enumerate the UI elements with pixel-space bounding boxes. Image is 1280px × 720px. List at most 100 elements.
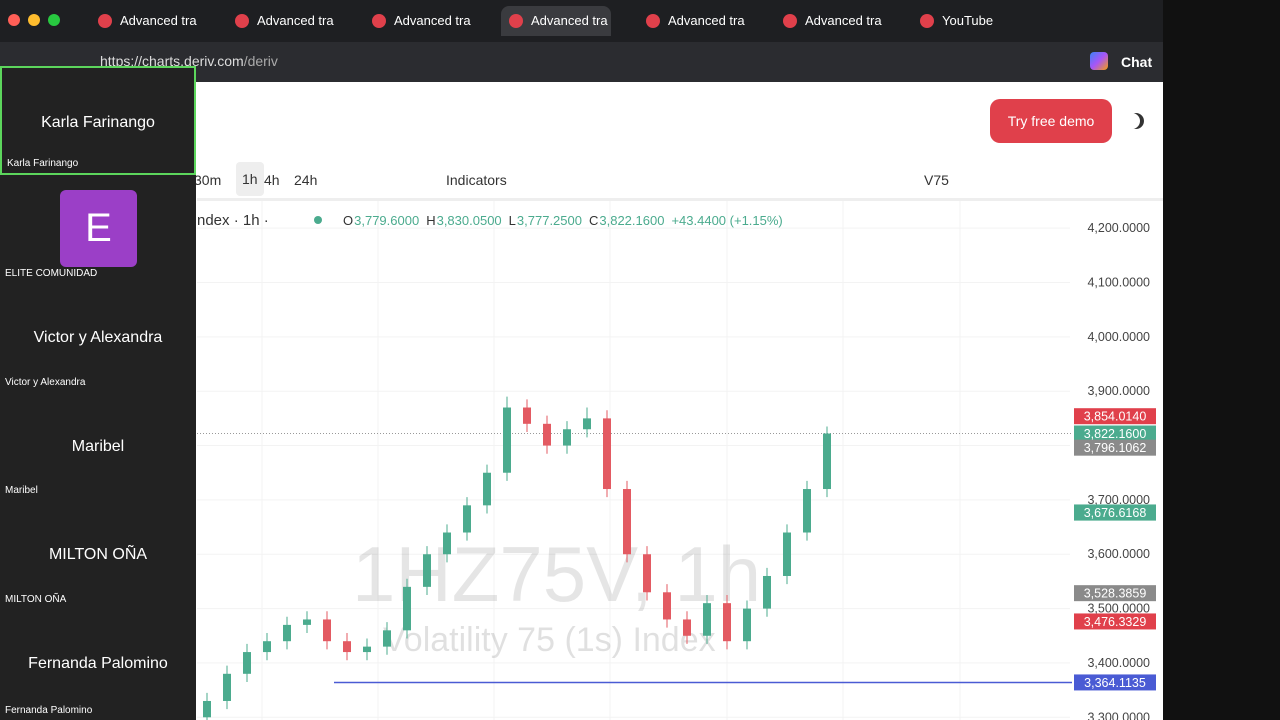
participant-label: Victor y Alexandra	[5, 377, 86, 388]
max-dot[interactable]	[48, 14, 60, 26]
candle-body	[663, 592, 671, 620]
candle-body	[603, 418, 611, 490]
participant-label: Karla Farinango	[7, 158, 79, 169]
tab[interactable]: Advanced tra	[501, 6, 611, 36]
price-tag-label: 3,822.1600	[1084, 427, 1147, 441]
y-tick-label: 3,900.0000	[1087, 384, 1150, 398]
participant-tile[interactable]: MILTON OÑA MILTON OÑA	[0, 500, 196, 609]
price-tag	[1074, 613, 1156, 630]
price-tag-label: 3,528.3859	[1084, 587, 1147, 601]
url-path: /deriv	[243, 53, 278, 69]
ohlc-key: L	[509, 213, 516, 228]
participant-tile[interactable]: Maribel Maribel	[0, 392, 196, 500]
price-tag-label: 3,364.1135	[1084, 676, 1146, 690]
ohlc-key: C	[589, 213, 598, 228]
price-tag	[1074, 425, 1156, 442]
status-dot	[314, 216, 322, 224]
min-dot[interactable]	[28, 14, 40, 26]
url-host: https://charts.deriv.com	[100, 53, 244, 69]
participant-name: MILTON OÑA	[48, 546, 148, 563]
price-tag	[1074, 504, 1156, 521]
candle-body	[683, 619, 691, 636]
participant-label: MILTON OÑA	[5, 594, 67, 605]
close-dot[interactable]	[8, 14, 20, 26]
chat-button[interactable]: Chat	[1121, 54, 1153, 70]
participant-tile[interactable]: E ELITE COMUNIDAD	[0, 175, 196, 283]
y-tick-label: 3,700.0000	[1087, 493, 1150, 507]
candle-body	[743, 608, 751, 642]
price-tag-label: 3,854.0140	[1084, 410, 1147, 424]
candle-body	[703, 603, 711, 636]
chat-icon[interactable]	[1090, 52, 1108, 70]
candle-body	[523, 407, 531, 424]
ohlc-change: +43.4400 (+1.15%)	[671, 213, 782, 228]
candle-body	[363, 646, 371, 653]
y-tick-label: 4,200.0000	[1087, 221, 1150, 235]
candle-body	[343, 641, 351, 653]
candle-body	[223, 673, 231, 701]
y-tick-label: 3,600.0000	[1087, 547, 1150, 561]
candle-body	[203, 700, 211, 718]
tab[interactable]: Advanced tra	[638, 6, 748, 36]
candle-body	[243, 652, 251, 674]
ohlc-key: O	[343, 213, 353, 228]
candle-body	[483, 472, 491, 506]
participant-name: Maribel	[71, 438, 125, 455]
candle-body	[823, 433, 831, 490]
price-tag	[1074, 439, 1156, 456]
interval-button[interactable]: 30m	[194, 172, 222, 188]
tab[interactable]: Advanced tra	[775, 6, 885, 36]
candle-body	[763, 575, 771, 609]
y-tick-label: 4,000.0000	[1087, 330, 1150, 344]
participant-label: ELITE COMUNIDAD	[5, 268, 98, 279]
participant-label: Fernanda Palomino	[5, 705, 93, 716]
tab[interactable]: Advanced tra	[364, 6, 474, 36]
participant-name: Karla Farinango	[41, 114, 155, 131]
candle-body	[643, 554, 651, 593]
candle-body	[403, 586, 411, 631]
participant-name: Fernanda Palomino	[28, 655, 168, 672]
ohlc-value: 3,779.6000	[354, 213, 419, 228]
interval-button[interactable]: 1h	[236, 162, 264, 196]
candle-body	[503, 407, 511, 473]
tab[interactable]: Advanced tra	[227, 6, 337, 36]
candle-body	[423, 554, 431, 587]
candle-body	[303, 619, 311, 625]
price-tag-label: 3,796.1062	[1084, 441, 1147, 455]
url[interactable]: https://charts.deriv.com/deriv	[100, 53, 278, 69]
interval-button[interactable]: 4h	[264, 172, 280, 188]
price-tag-label: 3,676.6168	[1084, 506, 1147, 520]
participant-tile[interactable]: Fernanda Palomino Fernanda Palomino	[0, 609, 196, 720]
candle-body	[803, 489, 811, 533]
y-tick-label: 4,100.0000	[1087, 276, 1150, 290]
candle-body	[283, 624, 291, 642]
legend-title: ndex · 1h ·	[197, 212, 269, 229]
candle-body	[463, 505, 471, 533]
y-tick-label: 3,500.0000	[1087, 602, 1150, 616]
candle-body	[383, 630, 391, 647]
candle-body	[443, 532, 451, 555]
ohlc-value: 3,777.2500	[517, 213, 582, 228]
y-tick-label: 3,300.0000	[1087, 710, 1150, 720]
candle-body	[783, 532, 791, 576]
candle-body	[563, 429, 571, 446]
ohlc-value: 3,822.1600	[599, 213, 664, 228]
toolbar-divider	[197, 198, 1163, 201]
tab[interactable]: YouTube	[912, 6, 1042, 36]
participant-label: Maribel	[5, 485, 38, 496]
price-tag	[1074, 408, 1156, 425]
price-tag	[1074, 674, 1156, 691]
interval-button[interactable]: 24h	[294, 172, 318, 188]
theme-toggle[interactable]	[1128, 113, 1144, 129]
ohlc-value: 3,830.0500	[437, 213, 502, 228]
tab[interactable]: Advanced tra	[90, 6, 200, 36]
candle-body	[263, 641, 271, 653]
demo-button[interactable]: Try free demo	[990, 99, 1112, 143]
participant-tile[interactable]: Karla Farinango Karla Farinango	[0, 66, 196, 175]
symbol-select[interactable]: V75	[924, 172, 949, 188]
candle-body	[623, 489, 631, 555]
indicators-button[interactable]: Indicators	[446, 172, 507, 188]
watermark: 1HZ75V, 1h	[352, 530, 761, 618]
participant-tile[interactable]: Victor y Alexandra Victor y Alexandra	[0, 283, 196, 392]
